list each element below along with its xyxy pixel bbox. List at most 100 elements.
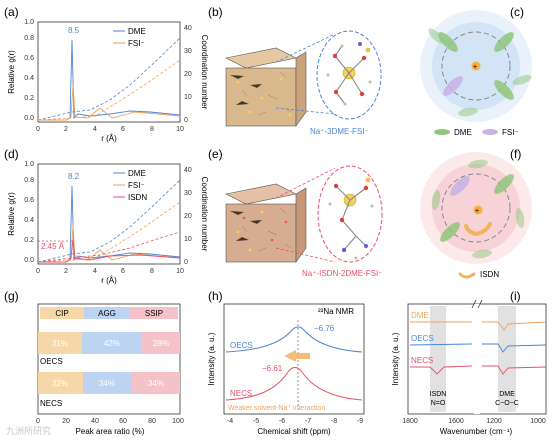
svg-text:0: 0 bbox=[184, 259, 188, 266]
legend-item: FSI⁻ bbox=[502, 128, 519, 137]
peak-value-label: 8.2 bbox=[68, 172, 80, 181]
x-ticks: 0 2 4 6 8 10 bbox=[36, 126, 184, 133]
series-label: NECS bbox=[411, 356, 433, 365]
peak-value-label: −6.76 bbox=[314, 324, 335, 333]
svg-text:-8: -8 bbox=[331, 418, 337, 425]
panel-h: (h) Intensity (a. u.) ²³Na NMR OECS NECS… bbox=[207, 289, 365, 436]
structure-caption: Na⁺-ISDN-2DME-FSI⁻ bbox=[302, 269, 382, 278]
svg-text:-7: -7 bbox=[305, 418, 311, 425]
svg-text:1.0: 1.0 bbox=[24, 161, 34, 168]
y-axis-label: Relative g(r) bbox=[7, 192, 16, 236]
row-label: NECS bbox=[40, 399, 62, 408]
plot-frame bbox=[37, 303, 181, 415]
dme-molecule-icons bbox=[431, 159, 525, 259]
band-label: DME bbox=[499, 391, 515, 398]
isdn-band-highlight bbox=[430, 306, 446, 412]
ftir-dme-curve bbox=[410, 321, 547, 331]
x-axis-label: Wavenumber (cm⁻¹) bbox=[440, 427, 513, 436]
svg-text:+: + bbox=[475, 208, 479, 215]
legend-item: AGG bbox=[98, 309, 116, 318]
svg-text:40: 40 bbox=[184, 25, 192, 32]
svg-text:0.2: 0.2 bbox=[24, 237, 34, 244]
y-ticks-right: 0 10 20 30 40 bbox=[184, 167, 192, 266]
dme-band-highlight bbox=[498, 306, 516, 412]
annotation-note: Weaker solvent-Na⁺ interaction bbox=[228, 404, 325, 412]
svg-text:0.4: 0.4 bbox=[24, 75, 34, 82]
svg-text:30: 30 bbox=[184, 48, 192, 55]
svg-text:0: 0 bbox=[36, 268, 40, 275]
data-label: 34% bbox=[148, 379, 164, 388]
panel-label-b: (b) bbox=[208, 5, 223, 19]
svg-text:80: 80 bbox=[148, 418, 156, 425]
cn-dme-line bbox=[37, 37, 181, 121]
svg-text:40: 40 bbox=[91, 418, 99, 425]
svg-text:0: 0 bbox=[36, 126, 40, 133]
svg-text:10: 10 bbox=[176, 268, 184, 275]
x-axis-label: Chemical shift (ppm) bbox=[257, 427, 331, 436]
legend-item: ISDN bbox=[480, 270, 499, 279]
svg-text:0.8: 0.8 bbox=[24, 35, 34, 42]
y-ticks-right: 0 10 20 30 40 bbox=[184, 25, 192, 124]
plot-frame bbox=[37, 21, 181, 123]
svg-text:+: + bbox=[473, 64, 477, 71]
sodium-ion-icon bbox=[473, 205, 483, 215]
cn-fsi-line bbox=[37, 59, 181, 121]
distance-label: 2.45 Å bbox=[41, 242, 65, 251]
band-label: C−O−C bbox=[495, 400, 519, 407]
structure-caption: Na⁺-3DME-FSI⁻ bbox=[310, 127, 369, 136]
data-label: 32% bbox=[52, 379, 68, 388]
svg-text:40: 40 bbox=[184, 167, 192, 174]
x-ticks: 0 2 4 6 8 10 bbox=[36, 268, 184, 275]
shift-arrow-icon bbox=[284, 350, 310, 362]
svg-text:-9: -9 bbox=[357, 418, 363, 425]
panel-label-h: (h) bbox=[208, 289, 223, 303]
svg-text:2: 2 bbox=[64, 126, 68, 133]
svg-text:0.6: 0.6 bbox=[24, 55, 34, 62]
panel-g: (g) CIP AGG SSIP 31% 42% 28% OECS 32% 34… bbox=[4, 289, 184, 436]
data-label: 42% bbox=[104, 339, 120, 348]
svg-text:20: 20 bbox=[184, 71, 192, 78]
legend-item: FSI⁻ bbox=[128, 39, 145, 48]
x-ticks: 0 20 40 60 80 100 bbox=[36, 418, 184, 425]
panel-label-a: (a) bbox=[4, 5, 19, 19]
y2-axis-label: Coordination number bbox=[200, 35, 209, 110]
svg-text:1000: 1000 bbox=[530, 418, 546, 425]
svg-text:10: 10 bbox=[184, 236, 192, 243]
svg-text:0.4: 0.4 bbox=[24, 217, 34, 224]
y-axis-label: Intensity (a. u.) bbox=[391, 332, 400, 385]
panel-label-g: (g) bbox=[4, 289, 19, 303]
data-label: 31% bbox=[52, 339, 68, 348]
panel-c: (c) + DME FSI⁻ bbox=[420, 5, 532, 137]
svg-text:20: 20 bbox=[62, 418, 70, 425]
nmr-necs-curve bbox=[225, 367, 363, 401]
panel-label-c: (c) bbox=[510, 5, 524, 19]
legend-item: CIP bbox=[55, 309, 68, 318]
data-label: 34% bbox=[99, 379, 115, 388]
solvation-structure bbox=[326, 42, 372, 106]
y-ticks-left: 0.0 0.2 0.4 0.6 0.8 1.0 bbox=[24, 19, 34, 122]
svg-text:8: 8 bbox=[150, 268, 154, 275]
rdf-dme-line bbox=[38, 39, 181, 121]
legend-item: DME bbox=[454, 128, 472, 137]
legend-item: ISDN bbox=[128, 193, 147, 202]
solvation-structure bbox=[328, 177, 374, 260]
md-simulation-box bbox=[225, 47, 307, 127]
panel-d: (d) 0.0 0.2 0.4 0.6 0.8 1.0 0 2 4 6 8 10… bbox=[4, 147, 209, 285]
svg-text:1800: 1800 bbox=[402, 418, 418, 425]
data-label: 28% bbox=[153, 339, 169, 348]
x-axis-label: Peak area ratio (%) bbox=[76, 427, 145, 436]
solvation-shell-ring bbox=[441, 31, 511, 101]
svg-text:4: 4 bbox=[93, 268, 97, 275]
svg-text:1200: 1200 bbox=[486, 418, 502, 425]
solvation-zoom-circle bbox=[316, 30, 382, 120]
panel-b: (b) bbox=[208, 5, 382, 136]
series-label: DME bbox=[411, 311, 429, 320]
isdn-molecule-icon bbox=[464, 222, 492, 236]
peak-value-label: 8.5 bbox=[68, 26, 80, 35]
y-axis-label: Relative g(r) bbox=[7, 50, 16, 94]
fsi-anion-icon bbox=[443, 76, 463, 96]
ftir-necs-curve bbox=[410, 365, 547, 375]
series-label: NECS bbox=[230, 389, 252, 398]
svg-text:0.0: 0.0 bbox=[24, 257, 34, 264]
